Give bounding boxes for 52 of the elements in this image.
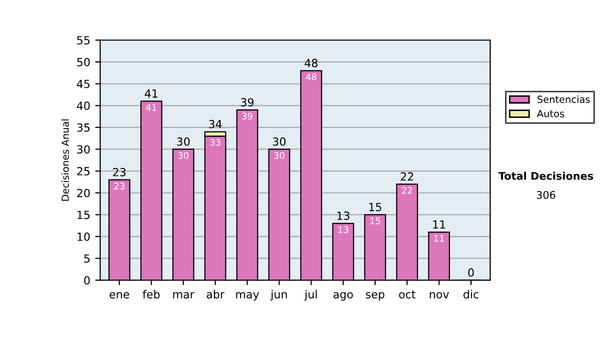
- data-label: 33: [210, 138, 220, 146]
- y-tick-label: 30: [77, 145, 90, 154]
- text: Total Decisiones: [498, 172, 594, 180]
- y-tick-label: 45: [76, 80, 90, 88]
- total-label: 0: [468, 268, 474, 277]
- data-label: 15: [370, 218, 380, 224]
- total-label: 39: [241, 98, 254, 106]
- y-tick-label: 50: [77, 58, 90, 66]
- x-tick-label: may: [236, 292, 260, 301]
- y-tick-label: 5: [84, 254, 90, 263]
- total-label: 11: [433, 220, 446, 229]
- y-axis-title: Decisiones Anual: [61, 119, 69, 201]
- x-tick-label: mar: [173, 292, 194, 298]
- x-tick-label: nov: [430, 292, 449, 298]
- total-label: 15: [369, 202, 382, 212]
- data-label: 30: [274, 152, 284, 159]
- x-tick-label: feb: [142, 290, 160, 298]
- total-label: 41: [144, 90, 158, 98]
- total-label: 22: [400, 172, 414, 181]
- data-label: 22: [402, 186, 412, 194]
- x-tick-label: ene: [110, 292, 130, 298]
- legend-label: Sentencias: [538, 95, 590, 104]
- x-tick-label: jul: [304, 290, 317, 301]
- data-label: 48: [306, 73, 316, 80]
- y-tick-label: 25: [77, 167, 90, 176]
- data-label: 13: [338, 226, 348, 234]
- total-label: 30: [272, 137, 286, 146]
- y-tick-label: 20: [77, 188, 90, 198]
- x-tick-label: ago: [333, 292, 353, 301]
- x-tick-label: jun: [270, 290, 287, 301]
- x-tick-label: abr: [206, 290, 224, 298]
- data-label: 30: [178, 152, 188, 159]
- y-tick-label: 10: [78, 232, 90, 241]
- x-tick-label: oct: [399, 290, 416, 298]
- data-label: 23: [114, 182, 124, 190]
- y-tick-label: 40: [76, 102, 90, 110]
- total-label: 48: [304, 58, 318, 68]
- text: 306: [536, 190, 556, 199]
- data-label: 41: [146, 104, 156, 111]
- y-tick-label: 0: [84, 276, 90, 285]
- total-label: 34: [209, 120, 222, 128]
- total-label: 30: [177, 137, 190, 146]
- y-tick-label: 35: [77, 123, 90, 132]
- data-label: 11: [434, 235, 444, 242]
- legend-label: Autos: [536, 110, 564, 118]
- y-tick-label: 55: [77, 36, 90, 44]
- total-label: 23: [113, 168, 126, 176]
- y-tick-label: 15: [78, 210, 90, 220]
- data-label: 39: [242, 112, 252, 120]
- x-tick-label: sep: [366, 292, 384, 301]
- total-label: 13: [337, 212, 350, 220]
- x-tick-label: dic: [464, 290, 478, 298]
